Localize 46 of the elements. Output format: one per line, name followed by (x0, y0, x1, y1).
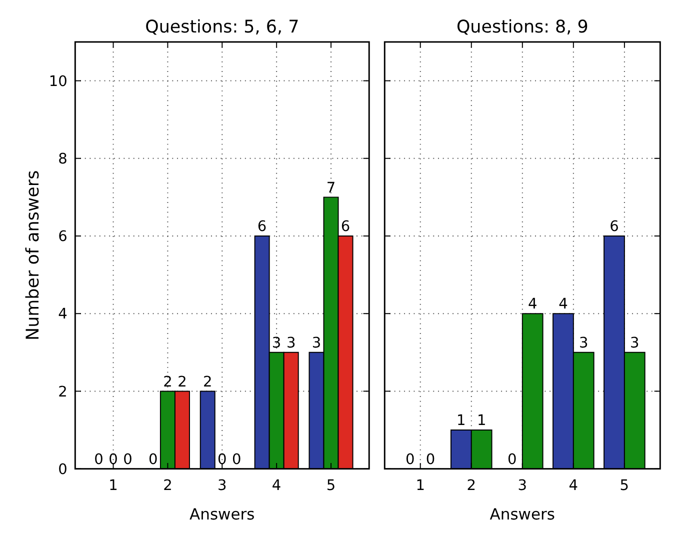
y-tick-label: 4 (58, 306, 68, 323)
y-tick-label: 0 (58, 460, 68, 478)
data-label: 0 (108, 450, 118, 468)
x-tick-label: 4 (568, 477, 578, 494)
data-label: 2 (178, 373, 187, 390)
data-label: 3 (286, 334, 296, 352)
x-tick-label: 5 (620, 477, 630, 494)
y-axis-title: Number of answers (23, 170, 44, 340)
data-label: 0 (508, 450, 517, 468)
data-label: 3 (630, 334, 640, 352)
data-label: 3 (312, 334, 322, 352)
data-label: 0 (148, 450, 158, 468)
x-tick-label: 4 (272, 477, 282, 494)
data-label: 2 (163, 373, 172, 390)
data-label: 2 (202, 373, 212, 390)
x-tick-label: 3 (518, 477, 528, 494)
data-label: 1 (456, 412, 466, 430)
y-tick-label: 6 (58, 228, 68, 246)
chart-title: Questions: 5, 6, 7 (145, 17, 300, 38)
x-tick-label: 1 (416, 477, 425, 494)
x-tick-label: 1 (108, 477, 118, 494)
data-label: 6 (257, 218, 267, 236)
y-tick-label: 10 (48, 72, 68, 90)
data-label: 1 (476, 412, 486, 430)
data-label: 3 (272, 334, 282, 352)
data-label: 4 (558, 296, 568, 313)
data-label: 0 (426, 450, 436, 468)
data-label: 4 (528, 296, 538, 313)
data-label: 6 (610, 218, 619, 236)
data-label: 0 (123, 450, 132, 468)
chart-title: Questions: 8, 9 (456, 17, 588, 38)
y-tick-label: 2 (58, 383, 68, 400)
data-label: 7 (326, 179, 336, 196)
data-label: 0 (232, 450, 242, 468)
x-axis-title: Answers (490, 505, 556, 524)
y-tick-label: 8 (58, 150, 68, 168)
x-axis-title: Answers (190, 505, 255, 524)
x-tick-label: 3 (218, 477, 227, 494)
data-label: 0 (406, 450, 415, 468)
x-tick-label: 2 (163, 477, 172, 494)
data-label: 3 (578, 334, 588, 352)
data-label: 0 (94, 450, 104, 468)
x-tick-label: 5 (326, 477, 336, 494)
data-label: 0 (218, 450, 227, 468)
data-label: 6 (340, 218, 350, 236)
x-tick-label: 2 (466, 477, 476, 494)
